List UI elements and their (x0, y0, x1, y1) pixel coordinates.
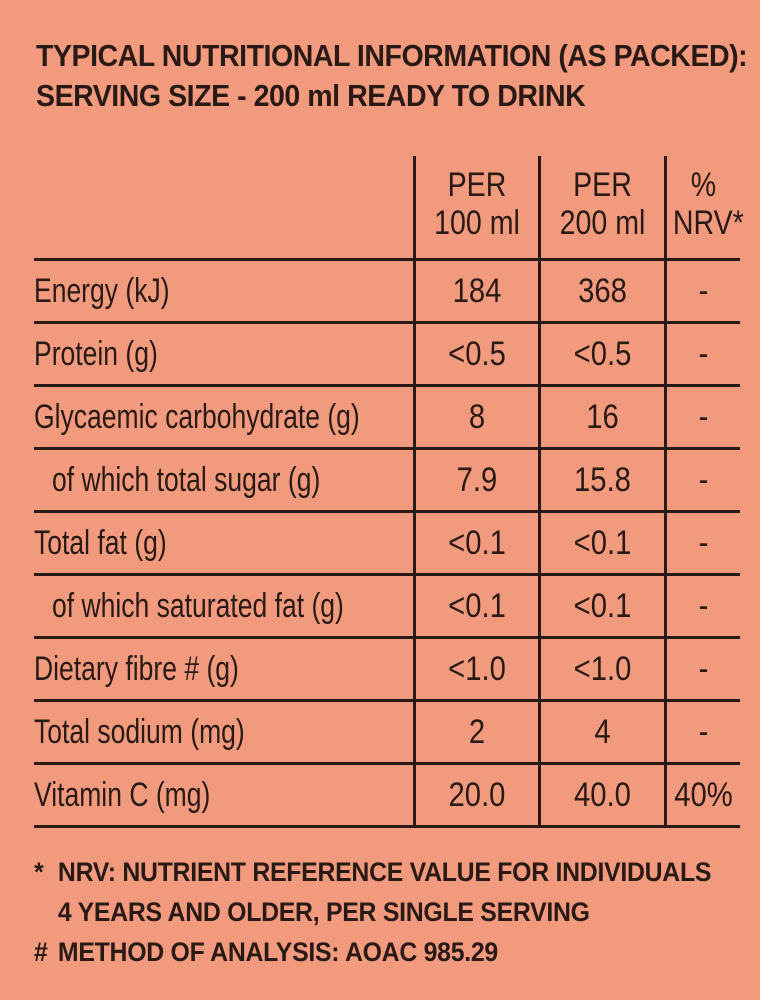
table-row-sodium: Total sodium (mg) 2 4 - (34, 702, 740, 762)
hash-mark: # (34, 937, 48, 967)
value-nrv: 40% (674, 776, 733, 814)
row-divider (34, 636, 740, 639)
value-per-200ml: 16 (586, 398, 619, 436)
value-per-200ml: <0.1 (573, 587, 632, 625)
row-label: of which saturated fat (g) (52, 587, 344, 625)
table-row-dietary-fibre: Dietary fibre # (g) <1.0 <1.0 - (34, 639, 740, 699)
footnotes: * NRV: NUTRIENT REFERENCE VALUE FOR INDI… (34, 852, 711, 972)
value-per-100ml: <0.1 (448, 524, 506, 562)
value-per-100ml: <1.0 (448, 650, 506, 688)
value-per-200ml: 4 (594, 713, 611, 751)
table-row-sugar: of which total sugar (g) 7.9 15.8 - (34, 450, 740, 510)
row-divider (34, 447, 740, 450)
value-per-200ml: 15.8 (574, 461, 631, 499)
row-divider (34, 573, 740, 576)
footnote-method: # METHOD OF ANALYSIS: AOAC 985.29 (34, 932, 696, 972)
column-header-nrv: % NRV* (672, 166, 744, 242)
footnote-nrv: * NRV: NUTRIENT REFERENCE VALUE FOR INDI… (34, 852, 711, 892)
table-row-vitamin-c: Vitamin C (mg) 20.0 40.0 40% (34, 765, 740, 825)
table-divider (664, 156, 667, 828)
value-nrv: - (698, 587, 709, 625)
nutrition-table: PER 100 ml PER 200 ml % NRV* Energy (kJ)… (34, 156, 744, 828)
table-row-energy: Energy (kJ) 184 368 - (34, 261, 740, 321)
footnote-method-line: METHOD OF ANALYSIS: AOAC 985.29 (57, 937, 498, 967)
value-per-200ml: 40.0 (574, 776, 631, 814)
row-label: Glycaemic carbohydrate (g) (34, 398, 360, 436)
value-per-100ml: 2 (468, 713, 486, 751)
value-nrv: - (698, 272, 709, 310)
footnote-nrv-line-1: NRV: NUTRIENT REFERENCE VALUE FOR INDIVI… (57, 857, 712, 887)
column-header-per-200ml: PER 200 ml (559, 166, 646, 242)
table-divider (538, 156, 541, 828)
table-row-saturated-fat: of which saturated fat (g) <0.1 <0.1 - (34, 576, 740, 636)
row-divider (34, 699, 740, 702)
row-label: Total fat (g) (34, 524, 167, 562)
value-per-200ml: <0.5 (573, 335, 632, 373)
value-per-100ml: 7.9 (456, 461, 498, 499)
heading-line-2: SERVING SIZE - 200 ml READY TO DRINK (36, 78, 586, 113)
value-per-200ml: <1.0 (573, 650, 632, 688)
row-label: Dietary fibre # (g) (34, 650, 239, 688)
value-nrv: - (698, 398, 709, 436)
row-label: Energy (kJ) (34, 272, 170, 310)
value-per-100ml: <0.1 (448, 587, 506, 625)
row-divider (34, 321, 740, 324)
row-label: Total sodium (mg) (34, 713, 245, 751)
value-per-100ml: 8 (468, 398, 486, 436)
row-divider (34, 258, 740, 261)
table-row-protein: Protein (g) <0.5 <0.5 - (34, 324, 740, 384)
row-label: Vitamin C (mg) (34, 776, 211, 814)
nutrition-heading: TYPICAL NUTRITIONAL INFORMATION (AS PACK… (36, 36, 748, 116)
value-nrv: - (698, 461, 709, 499)
value-per-100ml: 184 (452, 272, 502, 310)
table-row-carbohydrate: Glycaemic carbohydrate (g) 8 16 - (34, 387, 740, 447)
asterisk-mark: * (34, 857, 44, 887)
value-per-100ml: 20.0 (448, 776, 506, 814)
value-per-100ml: <0.5 (448, 335, 506, 373)
row-label: Protein (g) (34, 335, 158, 373)
value-nrv: - (698, 650, 709, 688)
value-per-200ml: <0.1 (573, 524, 632, 562)
value-per-200ml: 368 (578, 272, 627, 310)
value-nrv: - (698, 524, 709, 562)
value-nrv: - (698, 335, 709, 373)
value-nrv: - (698, 713, 709, 751)
row-divider (34, 762, 740, 765)
footnote-nrv-continued: 4 YEARS AND OLDER, PER SINGLE SERVING (34, 892, 696, 932)
table-row-total-fat: Total fat (g) <0.1 <0.1 - (34, 513, 740, 573)
footnote-nrv-line-2: 4 YEARS AND OLDER, PER SINGLE SERVING (57, 897, 590, 927)
row-divider (34, 384, 740, 387)
row-label: of which total sugar (g) (52, 461, 321, 499)
row-divider (34, 510, 740, 513)
table-divider (413, 156, 416, 828)
column-header-per-100ml: PER 100 ml (434, 166, 520, 242)
row-divider (34, 825, 740, 828)
heading-line-1: TYPICAL NUTRITIONAL INFORMATION (AS PACK… (36, 38, 748, 73)
